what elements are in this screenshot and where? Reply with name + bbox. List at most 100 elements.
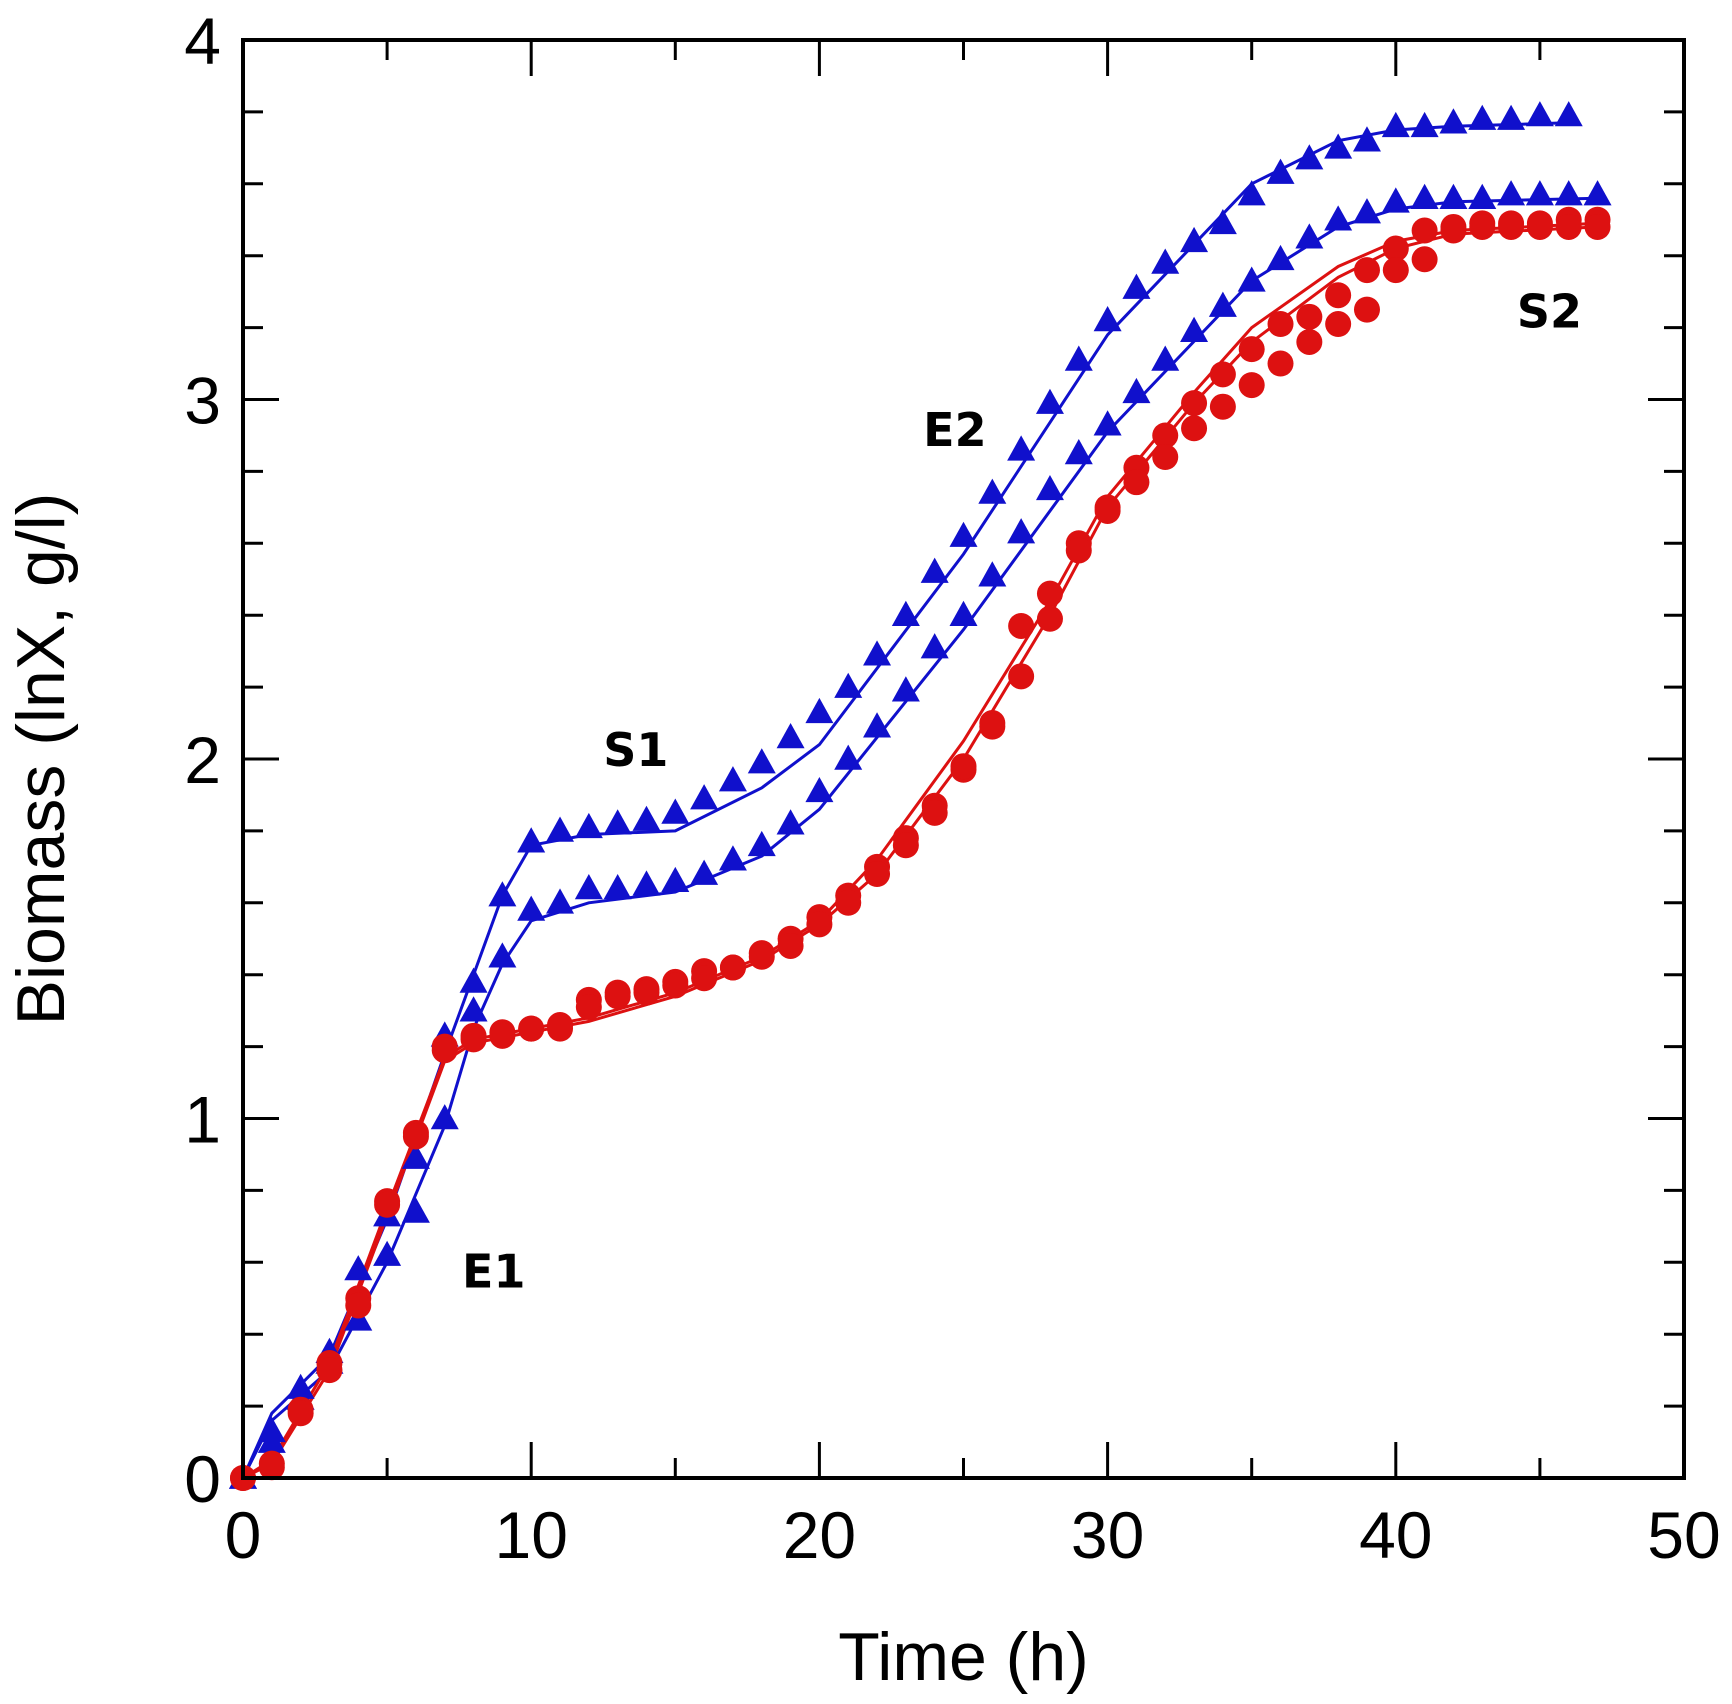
triangle-marker (891, 600, 920, 626)
circle-marker (835, 889, 862, 916)
circle-marker (748, 943, 775, 970)
triangle-marker (1007, 435, 1036, 461)
triangle-marker (1468, 183, 1497, 209)
triangle-marker (1295, 144, 1324, 170)
data-markers (229, 101, 1612, 1491)
y-tick-label: 0 (184, 1442, 221, 1516)
circle-marker (1267, 350, 1294, 377)
circle-marker (547, 1015, 574, 1042)
circle-marker (1209, 361, 1236, 388)
circle-marker (1325, 311, 1352, 338)
annotation-label: S2 (1517, 285, 1582, 339)
triangle-marker (1266, 244, 1295, 271)
circle-marker (777, 932, 804, 959)
triangle-marker (546, 816, 575, 842)
circle-marker (719, 954, 746, 981)
circle-marker (1267, 311, 1294, 338)
annotation-label: S1 (603, 723, 668, 777)
triangle-marker (1180, 316, 1209, 342)
circle-marker (1094, 497, 1121, 524)
triangle-marker (1035, 388, 1064, 414)
circle-marker (1411, 217, 1438, 244)
triangle-marker (834, 672, 863, 698)
triangle-marker (603, 809, 632, 835)
annotation-label: E2 (923, 403, 986, 457)
triangle-marker (834, 744, 863, 770)
triangle-marker (747, 830, 776, 857)
triangle-marker (661, 798, 690, 824)
triangle-marker (863, 640, 892, 666)
triangle-marker (546, 888, 575, 914)
triangle-marker (603, 874, 632, 900)
circle-marker (1152, 444, 1179, 471)
triangle-marker (690, 784, 719, 810)
triangle-marker (1525, 101, 1554, 127)
circle-marker (1181, 415, 1208, 442)
triangle-marker (488, 881, 517, 907)
circle-marker (287, 1400, 314, 1427)
circle-marker (1036, 605, 1063, 632)
triangle-marker (978, 478, 1007, 504)
triangle-marker (1497, 104, 1526, 130)
triangle-marker (1381, 187, 1410, 213)
triangle-marker (1468, 104, 1497, 130)
triangle-marker (1122, 377, 1151, 404)
x-tick-label: 10 (494, 1498, 567, 1572)
triangle-marker (661, 866, 690, 893)
circle-marker (431, 1037, 458, 1064)
triangle-marker (718, 845, 747, 871)
triangle-marker (1410, 183, 1439, 209)
circle-marker (691, 965, 718, 992)
annotations: S1 E1 E2 S2 (462, 285, 1582, 1299)
circle-marker (604, 983, 631, 1010)
circle-marker (1526, 213, 1553, 240)
circle-marker (1065, 537, 1092, 564)
circle-marker (979, 713, 1006, 740)
triangle-marker (1151, 345, 1180, 371)
circle-marker (489, 1022, 516, 1049)
triangle-marker (747, 748, 776, 774)
triangle-marker (1093, 410, 1122, 436)
triangle-marker (1208, 208, 1237, 235)
triangle-marker (949, 521, 978, 547)
y-tick-label: 2 (184, 723, 221, 797)
triangle-marker (1208, 291, 1237, 317)
circle-marker (806, 911, 833, 938)
y-tick-label: 4 (184, 4, 221, 78)
x-tick-label: 40 (1359, 1498, 1432, 1572)
circle-marker (1469, 213, 1496, 240)
circle-marker (950, 753, 977, 780)
triangle-marker (1410, 111, 1439, 138)
triangle-marker (949, 600, 978, 626)
triangle-marker (1237, 180, 1266, 206)
y-tick-label: 3 (184, 364, 221, 438)
x-tick-label: 20 (783, 1498, 856, 1572)
triangle-marker (488, 942, 517, 968)
circle-marker (258, 1454, 285, 1481)
triangle-marker (1324, 205, 1353, 231)
circle-marker (1036, 580, 1063, 607)
triangle-marker (1151, 248, 1180, 274)
triangle-marker (257, 1427, 286, 1453)
circle-marker (1008, 663, 1035, 690)
circle-marker (864, 861, 891, 888)
triangle-marker (1266, 158, 1295, 184)
circle-marker (1382, 235, 1409, 262)
triangle-marker (401, 1197, 430, 1223)
circle-marker (518, 1015, 545, 1042)
circle-marker (921, 799, 948, 826)
triangle-marker (1439, 108, 1468, 134)
triangle-marker (1497, 180, 1526, 206)
x-tick-label: 0 (225, 1498, 262, 1572)
circle-marker (460, 1026, 487, 1053)
circle-marker (662, 972, 689, 999)
triangle-marker (1352, 126, 1381, 152)
triangle-marker (459, 996, 488, 1022)
circle-marker (1353, 257, 1380, 284)
circle-marker (1353, 296, 1380, 323)
y-tick-label: 1 (184, 1083, 221, 1157)
triangle-marker (1035, 474, 1064, 501)
x-tick-label: 30 (1071, 1498, 1144, 1572)
triangle-marker (574, 812, 603, 839)
